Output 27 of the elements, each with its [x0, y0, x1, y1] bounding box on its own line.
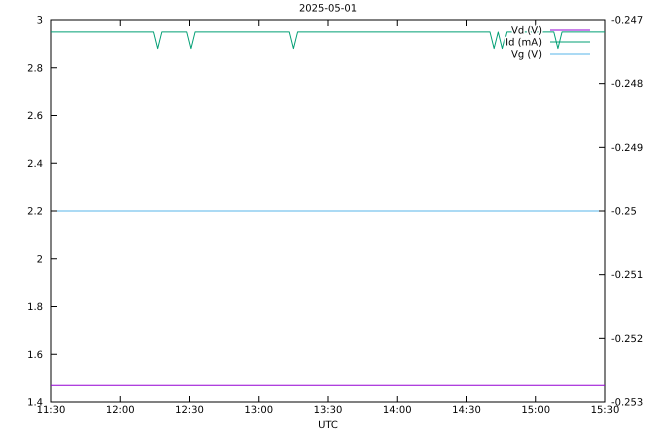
x-tick-label: 12:30: [175, 405, 204, 416]
x-tick-label: 15:30: [590, 405, 620, 416]
legend-label: Vg (V): [510, 50, 542, 60]
y-tick-label: 2: [36, 254, 43, 266]
y2-tick-label: -0.251: [611, 270, 644, 282]
x-tick-label: 14:30: [452, 405, 481, 416]
y-tick-label: 3: [36, 16, 43, 26]
y2-tick-label: -0.252: [611, 334, 644, 345]
x-tick-label: 12:00: [106, 405, 135, 416]
x-tick-label: 11:30: [36, 405, 66, 416]
y2-tick-label: -0.25: [611, 206, 637, 218]
y-tick-label: 2.4: [27, 158, 43, 170]
legend-label: Id (mA): [505, 38, 542, 48]
x-tick-label: 15:00: [521, 405, 550, 416]
y-tick-label: 2.6: [27, 111, 43, 122]
y2-tick-label: -0.248: [611, 79, 644, 90]
y-tick-label: 1.6: [27, 350, 43, 361]
y-tick-label: 2.8: [27, 63, 43, 74]
y2-tick-label: -0.249: [611, 142, 644, 154]
x-tick-label: 13:30: [314, 405, 342, 416]
y2-tick-label: -0.247: [611, 16, 644, 26]
y-tick-label: 2.2: [27, 206, 43, 218]
y-tick-label: 1.8: [27, 302, 43, 313]
chart-title: 2025-05-01: [298, 4, 358, 14]
x-axis-title: UTC: [318, 420, 338, 431]
x-tick-label: 13:00: [244, 405, 274, 416]
x-tick-label: 14:00: [382, 405, 412, 416]
